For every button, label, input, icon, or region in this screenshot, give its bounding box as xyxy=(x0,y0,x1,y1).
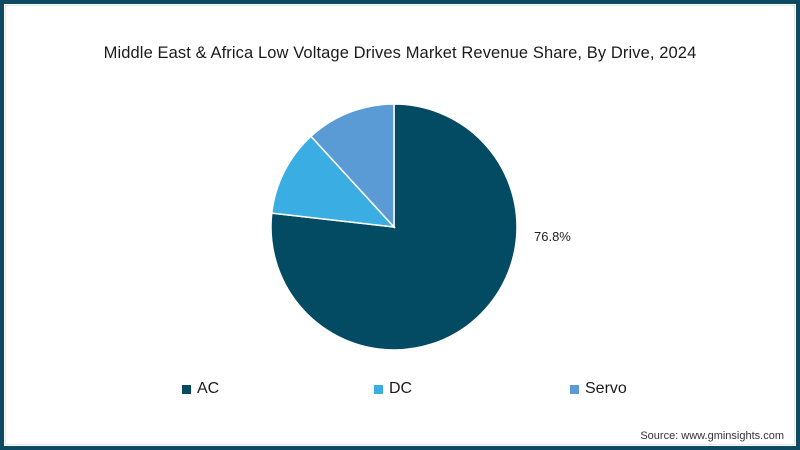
legend-swatch-servo xyxy=(570,384,579,394)
legend: AC DC Servo xyxy=(0,380,800,400)
pie-slice-dc xyxy=(270,135,396,228)
legend-label-ac: AC xyxy=(197,380,220,397)
chart-title: Middle East & Africa Low Voltage Drives … xyxy=(103,44,697,62)
pie-slice-servo xyxy=(309,103,395,229)
legend-label-dc: DC xyxy=(389,380,413,397)
source-note: Source: www.gminsights.com xyxy=(640,430,784,442)
legend-swatch-ac xyxy=(182,384,191,394)
legend-item-ac: AC xyxy=(182,380,219,398)
legend-item-dc: DC xyxy=(374,380,412,398)
frame-inner-border xyxy=(5,5,795,445)
legend-item-servo: Servo xyxy=(570,380,627,398)
legend-swatch-dc xyxy=(374,384,383,394)
pie-slices xyxy=(270,103,518,351)
ac-percentage-label: 76.8% xyxy=(534,229,571,244)
legend-label-servo: Servo xyxy=(585,380,627,397)
